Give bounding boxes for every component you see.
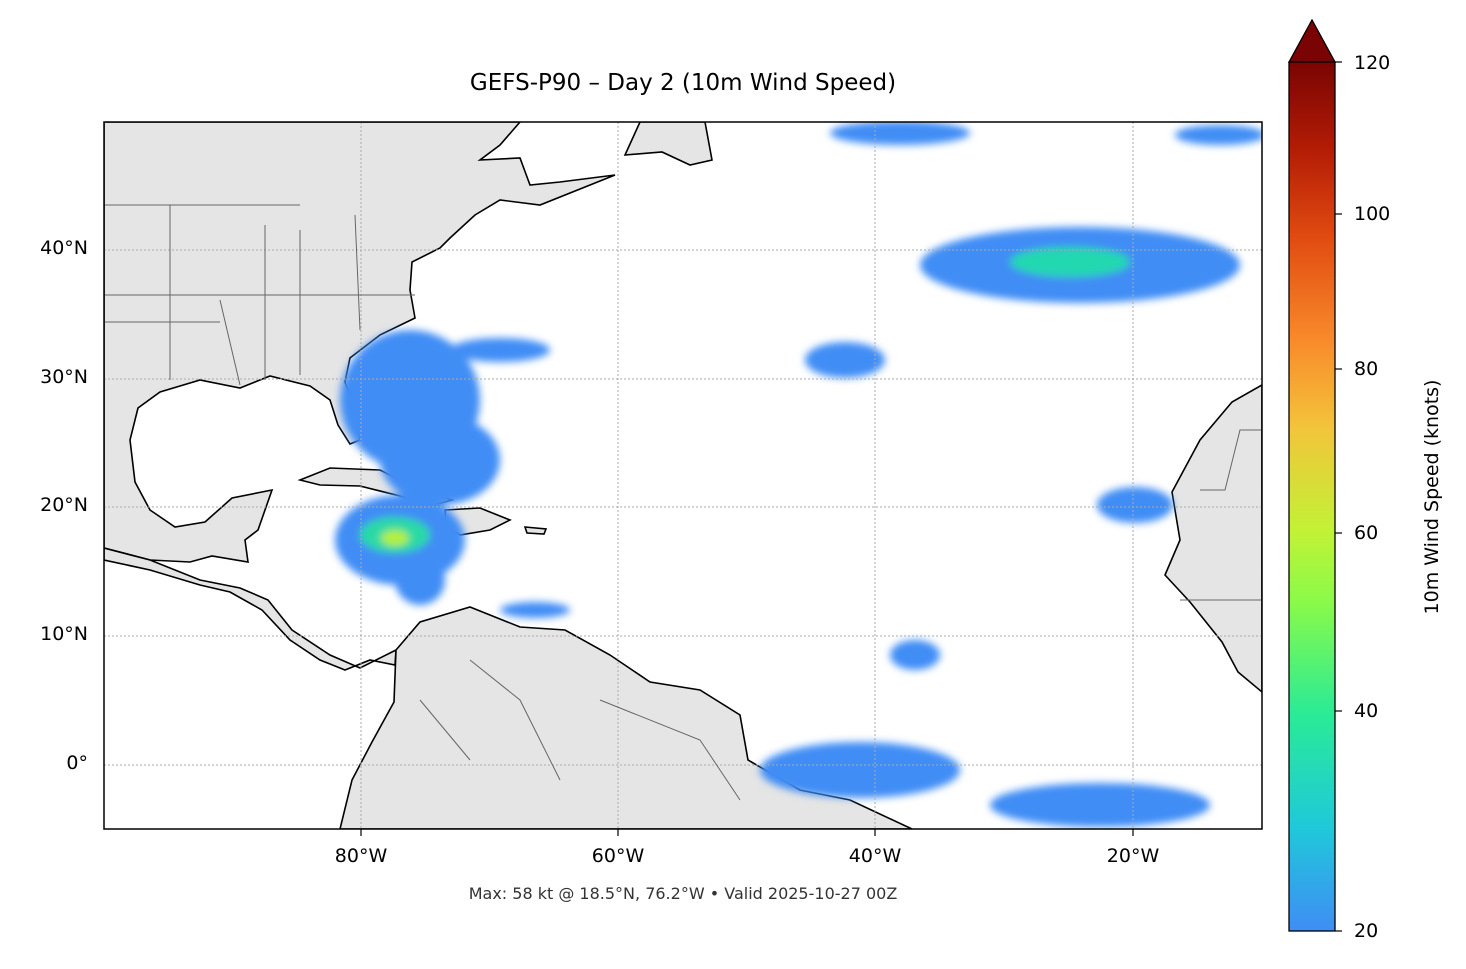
africa: [1164, 384, 1262, 694]
colorbar-extend-arrow: [1287, 18, 1337, 63]
lon-label-80w: 80°W: [334, 845, 388, 867]
wind-area-max-core: [381, 530, 409, 546]
wind-area-canaries: [1097, 487, 1173, 523]
colorbar-tick-40: 40: [1354, 700, 1379, 722]
lon-label-20w: 20°W: [1106, 845, 1160, 867]
colorbar: [1287, 18, 1342, 932]
colorbar-tick-120: 120: [1354, 52, 1391, 74]
colorbar-tick-80: 80: [1354, 358, 1379, 380]
wind-area-offshore-ne: [450, 338, 550, 362]
figure-title: GEFS-P90 – Day 2 (10m Wind Speed): [469, 70, 897, 96]
wind-area-caribbean-tail: [395, 555, 445, 605]
lat-label-10n: 10°N: [40, 623, 88, 645]
lat-label-0: 0°: [66, 752, 88, 774]
colorbar-tick-20: 20: [1354, 920, 1379, 942]
lon-label-40w: 40°W: [848, 845, 902, 867]
wind-area-bahamas: [380, 415, 500, 505]
newfoundland-landmass: [623, 122, 713, 166]
puerto-rico: [523, 526, 548, 535]
wind-area-top-mid: [830, 122, 970, 145]
lat-label-40n: 40°N: [40, 237, 88, 259]
wind-field-layer: [335, 122, 1262, 827]
north-central-america: [104, 122, 616, 563]
colorbar-label: 10m Wind Speed (knots): [1421, 379, 1443, 615]
wind-area-mid-atlantic: [805, 342, 885, 378]
wind-area-equatorial-west: [760, 742, 960, 798]
map-frame: [103, 121, 1263, 830]
country-state-borders: [104, 204, 1262, 801]
gridlines: [104, 122, 1262, 829]
wind-area-north-atlantic-core: [1010, 247, 1130, 277]
colorbar-tick-100: 100: [1354, 203, 1391, 225]
wind-area-top-right: [1175, 125, 1262, 145]
axis-ticks: [360, 829, 1134, 836]
wind-area-equatorial-east: [990, 783, 1210, 827]
max-wind-footer: Max: 58 kt @ 18.5°N, 76.2°W • Valid 2025…: [468, 884, 898, 903]
lat-label-30n: 30°N: [40, 366, 88, 388]
lon-label-60w: 60°W: [591, 845, 645, 867]
central-america: [104, 547, 397, 671]
wind-area-tropical: [890, 640, 940, 670]
wind-area-lesser-antilles: [500, 602, 570, 618]
lat-label-20n: 20°N: [40, 494, 88, 516]
colorbar-tick-60: 60: [1354, 522, 1379, 544]
colorbar-gradient: [1288, 61, 1336, 932]
